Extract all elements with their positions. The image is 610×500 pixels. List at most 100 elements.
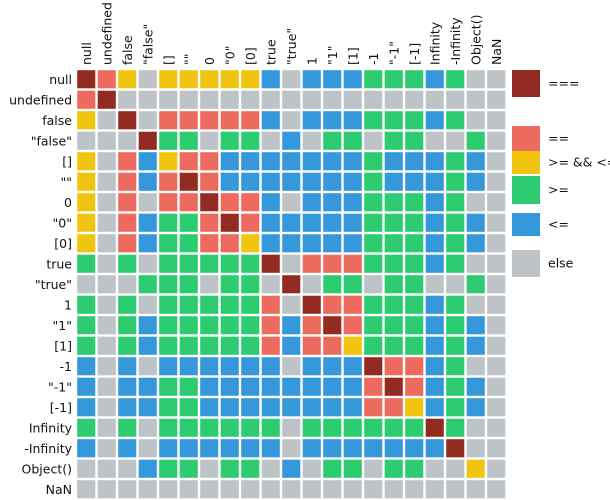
heatmap-cell	[138, 398, 157, 417]
heatmap-cell	[405, 418, 424, 437]
heatmap-cell	[97, 213, 116, 232]
heatmap-cell	[118, 336, 137, 355]
heatmap-cell	[241, 254, 260, 273]
heatmap-cell	[200, 193, 219, 212]
heatmap-cell	[405, 316, 424, 335]
heatmap-cell	[364, 480, 383, 499]
heatmap-cell	[466, 459, 485, 478]
heatmap-cell	[200, 480, 219, 499]
heatmap-cell	[261, 275, 280, 294]
heatmap-cell	[487, 357, 506, 376]
heatmap-cell	[466, 336, 485, 355]
heatmap-cell	[200, 90, 219, 109]
heatmap-cell	[118, 131, 137, 150]
heatmap-cell	[97, 418, 116, 437]
heatmap-cell	[77, 213, 96, 232]
heatmap-cell	[425, 295, 444, 314]
column-label: "0"	[222, 46, 237, 65]
heatmap-cell	[282, 336, 301, 355]
heatmap-cell	[77, 480, 96, 499]
heatmap-cell	[179, 357, 198, 376]
heatmap-cell	[425, 439, 444, 458]
heatmap-cell	[77, 172, 96, 191]
heatmap-cell	[487, 459, 506, 478]
row-label: [1]	[54, 338, 72, 353]
heatmap-cell	[405, 90, 424, 109]
heatmap-cell	[425, 111, 444, 130]
legend-label: else	[548, 256, 574, 271]
heatmap-cell	[343, 213, 362, 232]
heatmap-cell	[446, 357, 465, 376]
heatmap-cell	[179, 111, 198, 130]
heatmap-cell	[220, 398, 239, 417]
heatmap-cell	[138, 377, 157, 396]
heatmap-cell	[220, 131, 239, 150]
heatmap-cell	[343, 295, 362, 314]
heatmap-cell	[364, 275, 383, 294]
heatmap-cell	[97, 70, 116, 89]
heatmap-cell	[241, 275, 260, 294]
heatmap-cell	[343, 193, 362, 212]
heatmap-cell	[466, 111, 485, 130]
heatmap-cell	[487, 234, 506, 253]
heatmap-cell	[364, 152, 383, 171]
heatmap-cell	[159, 131, 178, 150]
row-label: null	[49, 72, 72, 87]
heatmap-cell	[384, 439, 403, 458]
heatmap-cell	[241, 295, 260, 314]
column-label: "1"	[325, 46, 340, 65]
heatmap-cell	[384, 480, 403, 499]
heatmap-cell	[405, 439, 424, 458]
heatmap-cell	[282, 111, 301, 130]
heatmap-cell	[302, 131, 321, 150]
heatmap-cell	[97, 377, 116, 396]
heatmap-cell	[261, 70, 280, 89]
heatmap-cell	[466, 480, 485, 499]
column-label: Object()	[468, 15, 483, 65]
heatmap-cell	[343, 357, 362, 376]
heatmap-cell	[77, 193, 96, 212]
heatmap-cell	[261, 111, 280, 130]
heatmap-cell	[159, 234, 178, 253]
heatmap-cell	[220, 213, 239, 232]
heatmap-cell	[220, 316, 239, 335]
heatmap-cell	[179, 316, 198, 335]
heatmap-cell	[446, 193, 465, 212]
heatmap-cell	[323, 418, 342, 437]
heatmap-cell	[97, 172, 116, 191]
heatmap-cell	[118, 418, 137, 437]
heatmap-cell	[118, 70, 137, 89]
heatmap-cell	[200, 295, 219, 314]
heatmap-cell	[118, 254, 137, 273]
heatmap-cell	[179, 131, 198, 150]
heatmap-cell	[466, 172, 485, 191]
heatmap-cell	[138, 213, 157, 232]
heatmap-cell	[220, 193, 239, 212]
heatmap-cell	[97, 357, 116, 376]
heatmap-cell	[405, 275, 424, 294]
heatmap-cell	[282, 152, 301, 171]
legend-swatch	[512, 70, 540, 97]
heatmap-cell	[405, 254, 424, 273]
heatmap-cell	[179, 193, 198, 212]
heatmap-cell	[364, 131, 383, 150]
heatmap-cell	[323, 480, 342, 499]
heatmap-cell	[179, 275, 198, 294]
heatmap-cell	[282, 213, 301, 232]
heatmap-cell	[364, 70, 383, 89]
heatmap-cell	[343, 480, 362, 499]
heatmap-cell	[138, 295, 157, 314]
heatmap-cell	[323, 254, 342, 273]
heatmap-cell	[200, 254, 219, 273]
heatmap-cell	[487, 213, 506, 232]
heatmap-cell	[487, 275, 506, 294]
heatmap-cell	[446, 275, 465, 294]
column-label: []	[161, 55, 176, 65]
heatmap-cell	[282, 254, 301, 273]
heatmap-cell	[343, 398, 362, 417]
heatmap-cell	[261, 90, 280, 109]
column-label: [0]	[243, 47, 258, 65]
heatmap-cell	[200, 234, 219, 253]
heatmap-cell	[302, 213, 321, 232]
heatmap-cell	[384, 377, 403, 396]
